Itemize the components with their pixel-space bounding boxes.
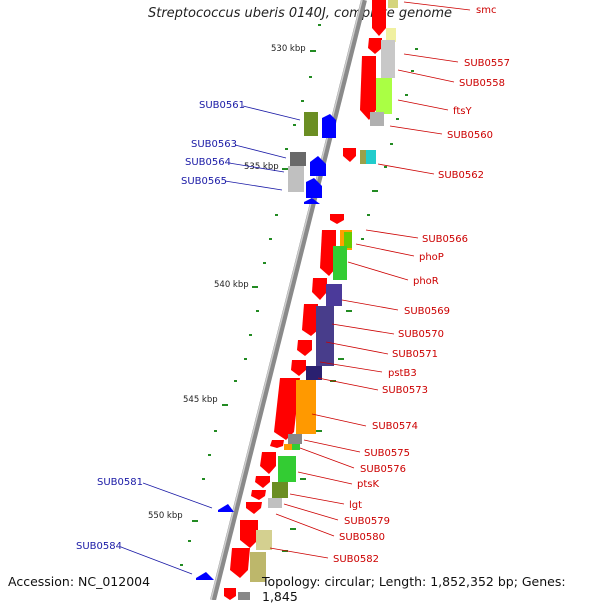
gene-label-ftsY: ftsY — [453, 106, 472, 117]
backbone — [210, 0, 367, 600]
kbp-label-545: 545 kbp — [183, 395, 218, 405]
gene-label-SUB0573: SUB0573 — [382, 385, 428, 396]
gene-label-SUB0576: SUB0576 — [360, 464, 406, 475]
gene-label-SUB0562: SUB0562 — [438, 170, 484, 181]
forward-labels: smc SUB0557 SUB0558 ftsY SUB0560 SUB0562… — [333, 5, 510, 565]
gene-label-SUB0574: SUB0574 — [372, 421, 418, 432]
kbp-label-530: 530 kbp — [271, 44, 306, 54]
gene-label-SUB0570: SUB0570 — [398, 329, 444, 340]
reverse-genes — [196, 112, 336, 596]
gene-label-SUB0560: SUB0560 — [447, 130, 493, 141]
gene-label-SUB0564: SUB0564 — [185, 157, 231, 168]
gene-label-SUB0561: SUB0561 — [199, 100, 245, 111]
scale-ticks — [180, 24, 418, 566]
reverse-label-group — [120, 105, 301, 575]
gene-label-SUB0581: SUB0581 — [97, 477, 143, 488]
annotation-blocks — [238, 0, 398, 600]
kbp-label-535: 535 kbp — [244, 162, 279, 172]
gene-label-SUB0575: SUB0575 — [364, 448, 410, 459]
gene-label-SUB0565: SUB0565 — [181, 176, 227, 187]
gene-label-pstB3: pstB3 — [388, 368, 417, 379]
kbp-labels: 530 kbp 535 kbp 540 kbp 545 kbp 550 kbp — [148, 44, 306, 521]
gene-label-SUB0566: SUB0566 — [422, 234, 468, 245]
gene-label-ptsK: ptsK — [357, 479, 379, 490]
gene-label-SUB0584: SUB0584 — [76, 541, 122, 552]
gene-label-SUB0579: SUB0579 — [344, 516, 390, 527]
gene-label-smc: smc — [476, 5, 496, 16]
gene-label-SUB0557: SUB0557 — [464, 58, 510, 69]
kbp-label-550: 550 kbp — [148, 511, 183, 521]
gene-label-SUB0569: SUB0569 — [404, 306, 450, 317]
accession-text: Accession: NC_012004 — [8, 574, 151, 589]
gene-label-phoP: phoP — [419, 252, 444, 263]
gene-label-SUB0571: SUB0571 — [392, 349, 438, 360]
gene-label-SUB0580: SUB0580 — [339, 532, 385, 543]
kbp-label-540: 540 kbp — [214, 280, 249, 290]
gene-label-SUB0563: SUB0563 — [191, 139, 237, 150]
forward-genes — [224, 0, 386, 600]
gene-label-SUB0582: SUB0582 — [333, 554, 379, 565]
gene-label-lgt: lgt — [349, 500, 362, 511]
gene-label-phoR: phoR — [413, 276, 439, 287]
reverse-labels: SUB0561 SUB0563 SUB0564 SUB0565 SUB0581 … — [76, 100, 245, 552]
forward-label-group — [269, 1, 471, 559]
gene-label-SUB0558: SUB0558 — [459, 78, 505, 89]
